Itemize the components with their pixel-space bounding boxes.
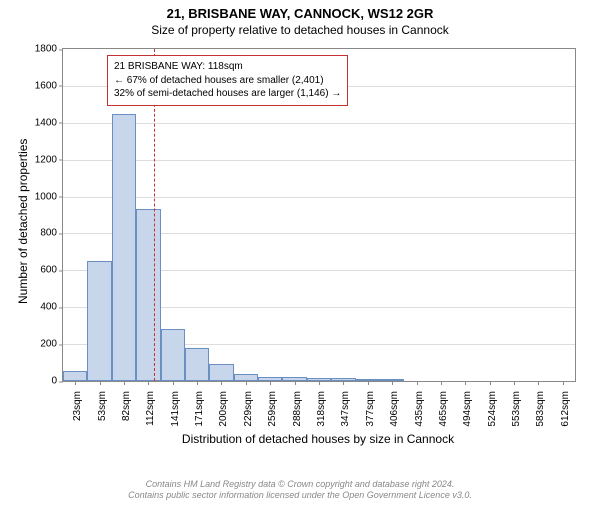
x-tick-mark <box>465 381 466 385</box>
x-tick-label: 171sqm <box>194 387 205 427</box>
y-tick-label: 600 <box>40 265 63 276</box>
x-tick-label: 435sqm <box>414 387 425 427</box>
footer-line-2: Contains public sector information licen… <box>0 490 600 502</box>
x-tick-label: 141sqm <box>170 387 181 427</box>
y-tick-label: 1600 <box>35 80 63 91</box>
x-tick-label: 377sqm <box>365 387 376 427</box>
x-tick-label: 259sqm <box>267 387 278 427</box>
histogram-bar <box>185 348 209 381</box>
x-tick-mark <box>563 381 564 385</box>
x-tick-mark <box>441 381 442 385</box>
x-tick-mark <box>221 381 222 385</box>
x-tick-mark <box>246 381 247 385</box>
x-tick-label: 288sqm <box>292 387 303 427</box>
x-tick-label: 583sqm <box>535 387 546 427</box>
annotation-line: ← 67% of detached houses are smaller (2,… <box>114 74 341 88</box>
x-tick-mark <box>124 381 125 385</box>
y-tick-label: 1000 <box>35 191 63 202</box>
y-tick-label: 200 <box>40 339 63 350</box>
x-tick-mark <box>319 381 320 385</box>
x-tick-mark <box>343 381 344 385</box>
x-tick-mark <box>148 381 149 385</box>
histogram-bar <box>87 261 111 381</box>
annotation-line: 32% of semi-detached houses are larger (… <box>114 87 341 101</box>
x-tick-mark <box>368 381 369 385</box>
gridline <box>63 160 575 161</box>
x-tick-label: 200sqm <box>218 387 229 427</box>
x-tick-mark <box>417 381 418 385</box>
y-axis-label: Number of detached properties <box>16 139 30 304</box>
x-tick-label: 82sqm <box>121 387 132 421</box>
x-tick-mark <box>75 381 76 385</box>
histogram-bar <box>234 374 258 381</box>
chart-subtitle: Size of property relative to detached ho… <box>0 23 600 37</box>
x-tick-mark <box>490 381 491 385</box>
x-tick-mark <box>173 381 174 385</box>
x-tick-mark <box>538 381 539 385</box>
gridline <box>63 197 575 198</box>
y-tick-label: 400 <box>40 302 63 313</box>
footer-attribution: Contains HM Land Registry data © Crown c… <box>0 479 600 502</box>
x-tick-label: 112sqm <box>145 387 156 426</box>
annotation-box: 21 BRISBANE WAY: 118sqm← 67% of detached… <box>107 55 348 106</box>
x-tick-label: 553sqm <box>511 387 522 427</box>
x-tick-label: 23sqm <box>72 387 83 421</box>
y-tick-label: 1200 <box>35 154 63 165</box>
x-tick-label: 229sqm <box>243 387 254 427</box>
chart-title: 21, BRISBANE WAY, CANNOCK, WS12 2GR <box>0 6 600 21</box>
y-tick-label: 800 <box>40 228 63 239</box>
gridline <box>63 123 575 124</box>
x-tick-label: 612sqm <box>560 387 571 427</box>
x-tick-mark <box>100 381 101 385</box>
x-tick-label: 347sqm <box>340 387 351 427</box>
histogram-bar <box>209 364 233 381</box>
x-tick-mark <box>270 381 271 385</box>
histogram-bar <box>161 329 185 381</box>
x-tick-label: 494sqm <box>462 387 473 427</box>
x-tick-mark <box>392 381 393 385</box>
x-tick-label: 53sqm <box>97 387 108 421</box>
plot-area: 02004006008001000120014001600180023sqm53… <box>62 48 576 382</box>
footer-line-1: Contains HM Land Registry data © Crown c… <box>0 479 600 491</box>
y-tick-label: 1800 <box>35 44 63 55</box>
x-axis-label: Distribution of detached houses by size … <box>62 432 574 446</box>
annotation-line: 21 BRISBANE WAY: 118sqm <box>114 60 341 74</box>
histogram-bar <box>136 209 160 381</box>
x-tick-label: 524sqm <box>487 387 498 427</box>
x-tick-mark <box>514 381 515 385</box>
y-tick-label: 1400 <box>35 117 63 128</box>
histogram-bar <box>112 114 136 381</box>
x-tick-mark <box>295 381 296 385</box>
x-tick-mark <box>197 381 198 385</box>
x-tick-label: 406sqm <box>389 387 400 427</box>
histogram-bar <box>63 371 87 381</box>
x-tick-label: 318sqm <box>316 387 327 427</box>
x-tick-label: 465sqm <box>438 387 449 427</box>
chart-container: 21, BRISBANE WAY, CANNOCK, WS12 2GR Size… <box>0 6 600 506</box>
y-tick-label: 0 <box>51 376 63 387</box>
